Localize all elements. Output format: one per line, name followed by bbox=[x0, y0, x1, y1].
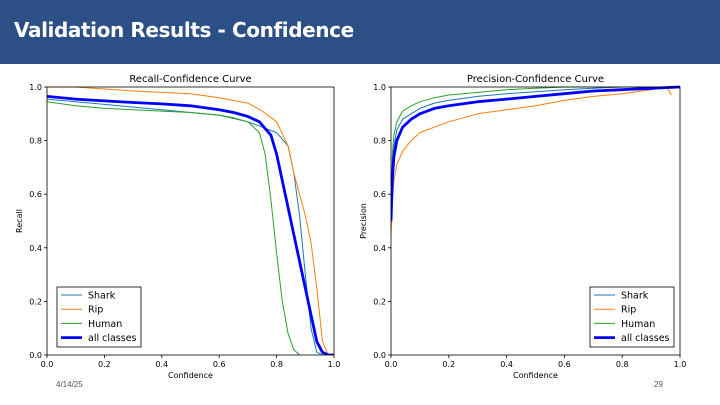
chart-title: Recall-Confidence Curve bbox=[129, 74, 251, 85]
y-axis-label: Recall bbox=[15, 209, 24, 233]
slide-header: Validation Results - Confidence bbox=[0, 0, 720, 64]
x-axis-label: Confidence bbox=[168, 371, 213, 380]
series-line-all-classes bbox=[47, 95, 334, 355]
legend-label-all-classes: all classes bbox=[621, 333, 670, 344]
x-tick-label: 0.2 bbox=[442, 360, 455, 369]
x-tick-label: 0.6 bbox=[558, 360, 571, 369]
legend-label-shark: Shark bbox=[621, 291, 649, 302]
plot-frame bbox=[390, 86, 681, 356]
precision-confidence-chart: Precision-Confidence Curve 0.0 0.2 0.4 0.6 0.… bbox=[359, 74, 687, 380]
slide-date: 4/14/25 bbox=[56, 380, 83, 389]
legend-label-shark: Shark bbox=[88, 291, 116, 302]
series-line-shark bbox=[391, 86, 680, 222]
x-tick-label: 0.6 bbox=[213, 360, 226, 369]
slide-title: Validation Results - Confidence bbox=[14, 18, 354, 42]
x-tick-label: 0.0 bbox=[385, 360, 398, 369]
series-line-human bbox=[47, 101, 300, 355]
series-line-rip bbox=[47, 86, 329, 355]
y-tick-label: 0.4 bbox=[373, 244, 386, 253]
y-tick-label: 0.8 bbox=[373, 137, 386, 146]
y-tick-label: 0.4 bbox=[29, 244, 42, 253]
x-tick-label: 0.2 bbox=[98, 360, 111, 369]
y-tick-label: 0.2 bbox=[373, 297, 386, 306]
legend-label-human: Human bbox=[88, 319, 122, 330]
y-tick-label: 1.0 bbox=[373, 83, 386, 92]
x-tick-label: 0.8 bbox=[616, 360, 629, 369]
plot-frame bbox=[46, 86, 335, 356]
y-tick-label: 0.0 bbox=[373, 351, 386, 360]
chart-title: Precision-Confidence Curve bbox=[467, 74, 604, 85]
recall-confidence-chart: Recall-Confidence Curve 0.0 0.2 0.4 0.6 0.8 1.… bbox=[15, 74, 341, 380]
y-tick-label: 0.8 bbox=[29, 137, 42, 146]
y-axis-label: Precision bbox=[359, 203, 368, 239]
y-tick-label: 0.2 bbox=[29, 297, 42, 306]
x-tick-label: 1.0 bbox=[674, 360, 687, 369]
series-line-all-classes bbox=[391, 85, 680, 222]
y-tick-label: 0.0 bbox=[29, 351, 42, 360]
x-tick-label: 0.0 bbox=[41, 360, 54, 369]
y-tick-label: 0.6 bbox=[373, 190, 386, 199]
slide-page-number: 29 bbox=[654, 380, 663, 389]
x-tick-label: 0.8 bbox=[270, 360, 283, 369]
x-tick-label: 0.4 bbox=[155, 360, 168, 369]
y-tick-label: 0.6 bbox=[29, 190, 42, 199]
x-tick-label: 1.0 bbox=[328, 360, 341, 369]
legend-label-rip: Rip bbox=[621, 305, 636, 316]
legend-label-all-classes: all classes bbox=[88, 333, 137, 344]
legend-label-human: Human bbox=[621, 319, 655, 330]
legend-label-rip: Rip bbox=[88, 305, 103, 316]
x-axis-label: Confidence bbox=[513, 371, 558, 380]
y-tick-label: 1.0 bbox=[29, 83, 42, 92]
x-tick-label: 0.4 bbox=[500, 360, 513, 369]
series-line-human bbox=[391, 86, 680, 208]
